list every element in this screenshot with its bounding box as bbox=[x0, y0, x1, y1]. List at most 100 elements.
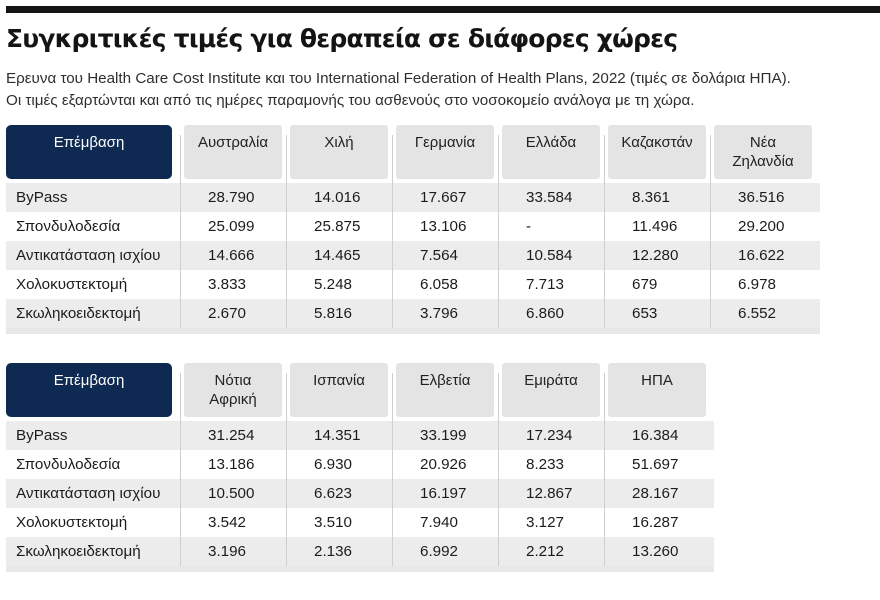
price-value: 6.978 bbox=[738, 276, 777, 293]
country-header: ΗΠΑ bbox=[608, 363, 706, 417]
price-value: 6.058 bbox=[420, 276, 459, 293]
price-value: 13.106 bbox=[420, 218, 467, 235]
price-value: 6.930 bbox=[314, 456, 353, 473]
country-header-line: Αυστραλία bbox=[197, 134, 269, 151]
price-value: 10.584 bbox=[526, 247, 573, 264]
price-value: 20.926 bbox=[420, 456, 467, 473]
top-rule bbox=[6, 6, 880, 13]
price-value: 14.016 bbox=[314, 189, 361, 206]
column-divider bbox=[604, 373, 605, 566]
country-header-line: Ισπανία bbox=[313, 372, 365, 389]
price-value: 11.496 bbox=[632, 218, 678, 235]
operation-name: Σκωληκοειδεκτομή bbox=[16, 543, 141, 560]
table-row: Σκωληκοειδεκτομή 2.670 5.816 3.796 6.860 653 6… bbox=[6, 299, 820, 328]
country-header-line: Νότια bbox=[214, 372, 252, 389]
price-value: 6.552 bbox=[738, 305, 777, 322]
table-row: Αντικατάσταση ισχίου 14.666 14.465 7.564 10.… bbox=[6, 241, 820, 270]
price-value: 3.127 bbox=[526, 514, 565, 531]
operation-name: Χολοκυστεκτομή bbox=[16, 514, 128, 531]
price-value: 3.542 bbox=[208, 514, 247, 531]
price-value: 8.233 bbox=[526, 456, 565, 473]
country-header: Νότια Αφρική bbox=[184, 363, 282, 417]
price-value: 3.796 bbox=[420, 305, 459, 322]
price-value: 13.186 bbox=[208, 456, 255, 473]
price-table-1: Επέμβαση Αυστραλία Χιλή Γερμανία Ελλάδα Καζακ… bbox=[6, 125, 820, 334]
column-divider bbox=[180, 135, 181, 328]
operation-name: Σπονδυλοδεσία bbox=[16, 218, 121, 235]
column-divider bbox=[286, 135, 287, 328]
price-value: 2.212 bbox=[526, 543, 565, 560]
operation-name: Αντικατάσταση ισχίου bbox=[16, 485, 161, 502]
column-divider bbox=[180, 373, 181, 566]
table-row: ByPass 31.254 14.351 33.199 17.234 16.384 bbox=[6, 421, 714, 450]
price-value: 25.875 bbox=[314, 218, 361, 235]
operation-name: Σκωληκοειδεκτομή bbox=[16, 305, 141, 322]
country-header-line: Ζηλανδία bbox=[732, 153, 794, 170]
price-value: 16.384 bbox=[632, 427, 679, 444]
column-divider bbox=[498, 135, 499, 328]
price-value: 12.867 bbox=[526, 485, 573, 502]
operation-name: Αντικατάσταση ισχίου bbox=[16, 247, 161, 264]
price-value: 14.465 bbox=[314, 247, 361, 264]
table-row: Σπονδυλοδεσία 13.186 6.930 20.926 8.233 51.69… bbox=[6, 450, 714, 479]
price-value: 3.196 bbox=[208, 543, 247, 560]
price-value: 29.200 bbox=[738, 218, 785, 235]
country-header-line: Νέα bbox=[749, 134, 777, 151]
table-row: Χολοκυστεκτομή 3.542 3.510 7.940 3.127 16.287 bbox=[6, 508, 714, 537]
subtitle-line-1: Ερευνα του Health Care Cost Institute κα… bbox=[6, 70, 791, 87]
table-bottom-band bbox=[6, 328, 820, 334]
price-value: - bbox=[526, 218, 532, 235]
price-value: 679 bbox=[632, 276, 658, 293]
country-header: Αυστραλία bbox=[184, 125, 282, 179]
table-header-row: Επέμβαση Αυστραλία Χιλή Γερμανία Ελλάδα Καζακ… bbox=[6, 125, 820, 183]
price-value: 14.351 bbox=[314, 427, 361, 444]
price-table-2: Επέμβαση Νότια Αφρική Ισπανία Ελβετία Εμιράτα… bbox=[6, 363, 714, 572]
price-value: 33.584 bbox=[526, 189, 573, 206]
operation-name: Χολοκυστεκτομή bbox=[16, 276, 128, 293]
price-value: 25.099 bbox=[208, 218, 255, 235]
operation-name: ByPass bbox=[16, 427, 68, 444]
country-header: Εμιράτα bbox=[502, 363, 600, 417]
price-value: 7.713 bbox=[526, 276, 565, 293]
operation-header: Επέμβαση bbox=[6, 125, 172, 179]
price-value: 3.510 bbox=[314, 514, 353, 531]
price-value: 28.790 bbox=[208, 189, 255, 206]
column-divider bbox=[710, 135, 711, 328]
price-value: 653 bbox=[632, 305, 658, 322]
operation-header: Επέμβαση bbox=[6, 363, 172, 417]
operation-name: Σπονδυλοδεσία bbox=[16, 456, 121, 473]
column-divider bbox=[604, 135, 605, 328]
country-header: Ελλάδα bbox=[502, 125, 600, 179]
price-value: 2.136 bbox=[314, 543, 353, 560]
table-header-row: Επέμβαση Νότια Αφρική Ισπανία Ελβετία Εμιράτα… bbox=[6, 363, 714, 421]
country-header-line: Ελβετία bbox=[419, 372, 471, 389]
price-value: 31.254 bbox=[208, 427, 255, 444]
country-header: Γερμανία bbox=[396, 125, 494, 179]
country-header: Ελβετία bbox=[396, 363, 494, 417]
column-divider bbox=[286, 373, 287, 566]
price-value: 51.697 bbox=[632, 456, 679, 473]
price-value: 5.248 bbox=[314, 276, 353, 293]
price-value: 6.860 bbox=[526, 305, 565, 322]
price-value: 2.670 bbox=[208, 305, 247, 322]
price-value: 6.992 bbox=[420, 543, 459, 560]
price-value: 28.167 bbox=[632, 485, 679, 502]
country-header-line: Αφρική bbox=[209, 391, 257, 408]
table-row: Χολοκυστεκτομή 3.833 5.248 6.058 7.713 679 6.9… bbox=[6, 270, 820, 299]
price-value: 10.500 bbox=[208, 485, 255, 502]
price-value: 14.666 bbox=[208, 247, 255, 264]
country-header-line: Εμιράτα bbox=[524, 372, 578, 389]
column-divider bbox=[498, 373, 499, 566]
price-value: 5.816 bbox=[314, 305, 353, 322]
price-value: 16.622 bbox=[738, 247, 785, 264]
country-header-line: Ελλάδα bbox=[525, 134, 577, 151]
price-value: 16.287 bbox=[632, 514, 679, 531]
price-value: 6.623 bbox=[314, 485, 353, 502]
operation-name: ByPass bbox=[16, 189, 68, 206]
country-header: Ισπανία bbox=[290, 363, 388, 417]
price-value: 17.667 bbox=[420, 189, 467, 206]
subtitle-line-2: Οι τιμές εξαρτώνται και από τις ημέρες π… bbox=[6, 92, 695, 109]
table-row: ByPass 28.790 14.016 17.667 33.584 8.361 36.51… bbox=[6, 183, 820, 212]
country-header-line: Γερμανία bbox=[414, 134, 476, 151]
price-value: 7.564 bbox=[420, 247, 459, 264]
